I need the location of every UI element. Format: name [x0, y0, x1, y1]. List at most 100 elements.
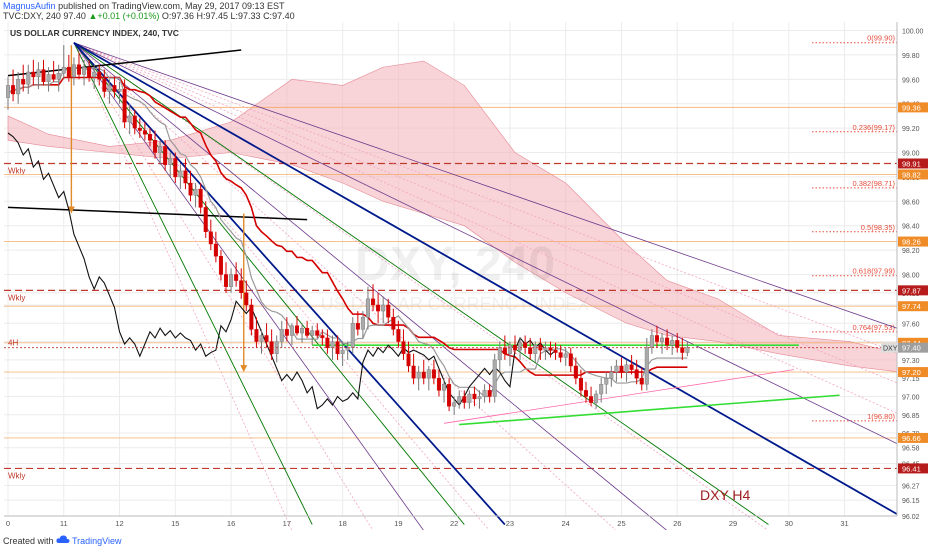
symbol-tag-label: DXY [883, 346, 898, 353]
x-tick-label: 19 [394, 519, 402, 528]
candle-body [528, 347, 533, 354]
candle-body [426, 369, 431, 379]
weekly-level-label: Wkly [8, 471, 25, 480]
y-tick-label: 99.00 [902, 151, 920, 158]
candle-body [518, 342, 523, 351]
candle-body [325, 337, 330, 348]
y-tick-label: 99.60 [902, 77, 920, 84]
level-price-tag-label: 97.74 [902, 302, 921, 311]
x-tick-label: 29 [729, 519, 737, 528]
weekly-level-label: Wkly [8, 166, 25, 175]
y-tick-label: 96.02 [902, 514, 920, 521]
candle-body [5, 85, 10, 98]
candle-body [173, 158, 178, 178]
close-value: C:97.40 [263, 11, 295, 21]
candle-body [482, 390, 487, 397]
candle-body [310, 330, 315, 336]
candle-body [102, 79, 107, 92]
candle-body [614, 365, 619, 373]
candle-body [21, 79, 26, 85]
candle-body [553, 349, 558, 353]
candle-body [305, 327, 310, 336]
candle-body [41, 69, 46, 82]
candle-body [411, 365, 416, 379]
candle-body [208, 231, 213, 245]
candle-body [497, 347, 502, 361]
fib-level-label: 0.5(98.35) [861, 223, 896, 232]
last-price-tag-label: 97.40 [902, 344, 921, 353]
candle-body [492, 359, 497, 397]
candle-body [406, 353, 411, 367]
level-price-tag-label: 98.91 [902, 159, 921, 168]
candle-body [31, 71, 36, 78]
y-tick-label: 99.20 [902, 126, 920, 133]
candle-body [61, 66, 66, 74]
fib-level-label: 0.764(97.53) [852, 323, 895, 332]
candle-body [594, 393, 599, 403]
candle-body [249, 304, 254, 330]
x-tick-label: 26 [673, 519, 681, 528]
candle-body [609, 371, 614, 379]
measure-arrow-1-head [67, 206, 75, 214]
candle-body [97, 71, 102, 80]
candle-body [66, 66, 71, 78]
candle-body [472, 393, 477, 400]
level-price-tag-label: 99.36 [902, 103, 921, 112]
publish-line: MagnusAufin published on TradingView.com… [3, 1, 285, 12]
y-tick-label: 97.15 [902, 376, 920, 383]
candle-body [82, 66, 87, 75]
fan-line-pink [73, 42, 293, 530]
candle-body [112, 85, 117, 92]
candle-body [365, 298, 370, 318]
candle-body [229, 274, 234, 287]
candle-body [289, 325, 294, 336]
candle-body [76, 64, 81, 75]
candle-body [416, 371, 421, 379]
fib-level-label: 0(99.90) [867, 34, 895, 43]
measure-arrow-2-head [240, 365, 248, 373]
candle-body [254, 329, 259, 342]
fan-line-purple [73, 42, 901, 446]
candle-body [193, 188, 198, 196]
candle-body [71, 64, 76, 78]
y-tick-label: 98.20 [902, 248, 920, 255]
author-link[interactable]: MagnusAufin [3, 1, 56, 11]
x-tick-label: 15 [171, 519, 179, 528]
ohlc-line: TVC:DXY, 240 97.40 ▲+0.01 (+0.01%) O:97.… [3, 11, 295, 22]
level-price-tag [898, 432, 928, 443]
open-value: O:97.36 [161, 11, 194, 21]
candle-body [259, 335, 264, 342]
chart-title: US DOLLAR CURRENCY INDEX, 240, TVC [10, 28, 179, 38]
pink-channel-line [443, 369, 794, 424]
candle-body [315, 330, 320, 336]
candle-body [360, 316, 365, 330]
y-tick-label: 96.27 [902, 484, 920, 491]
fan-line-purple [73, 42, 901, 330]
chart-annotation: DXY H4 [700, 487, 751, 503]
candle-body [137, 127, 142, 131]
price-chart[interactable]: DXY, 240 US DOLLAR CURRENCY INDEX Wkly Wkly… [0, 22, 932, 530]
last-price: 97.40 [63, 11, 86, 21]
y-tick-label: 97.60 [902, 321, 920, 328]
watermark-text: DXY, 240 [355, 238, 555, 291]
candle-body [685, 347, 690, 353]
x-tick-label: 22 [450, 519, 458, 528]
fib-level-label: 0.618(97.99) [852, 267, 895, 276]
candle-body [589, 396, 594, 403]
candle-body [158, 146, 163, 153]
green-channel-line [459, 394, 840, 426]
candle-body [391, 316, 396, 330]
fan-line-green [73, 42, 465, 525]
candle-body [36, 69, 41, 78]
low-value: L:97.33 [230, 11, 261, 21]
tradingview-brand[interactable]: TradingView [72, 536, 122, 546]
candle-body [300, 327, 305, 334]
candle-body [188, 182, 193, 196]
x-tick-label: 31 [840, 519, 848, 528]
fib-level-label: 0.382(98.71) [852, 179, 895, 188]
candle-body [376, 304, 381, 312]
candle-body [431, 369, 436, 379]
candle-body [578, 377, 583, 391]
fan-line-pink [73, 42, 374, 530]
candle-body [142, 130, 147, 135]
